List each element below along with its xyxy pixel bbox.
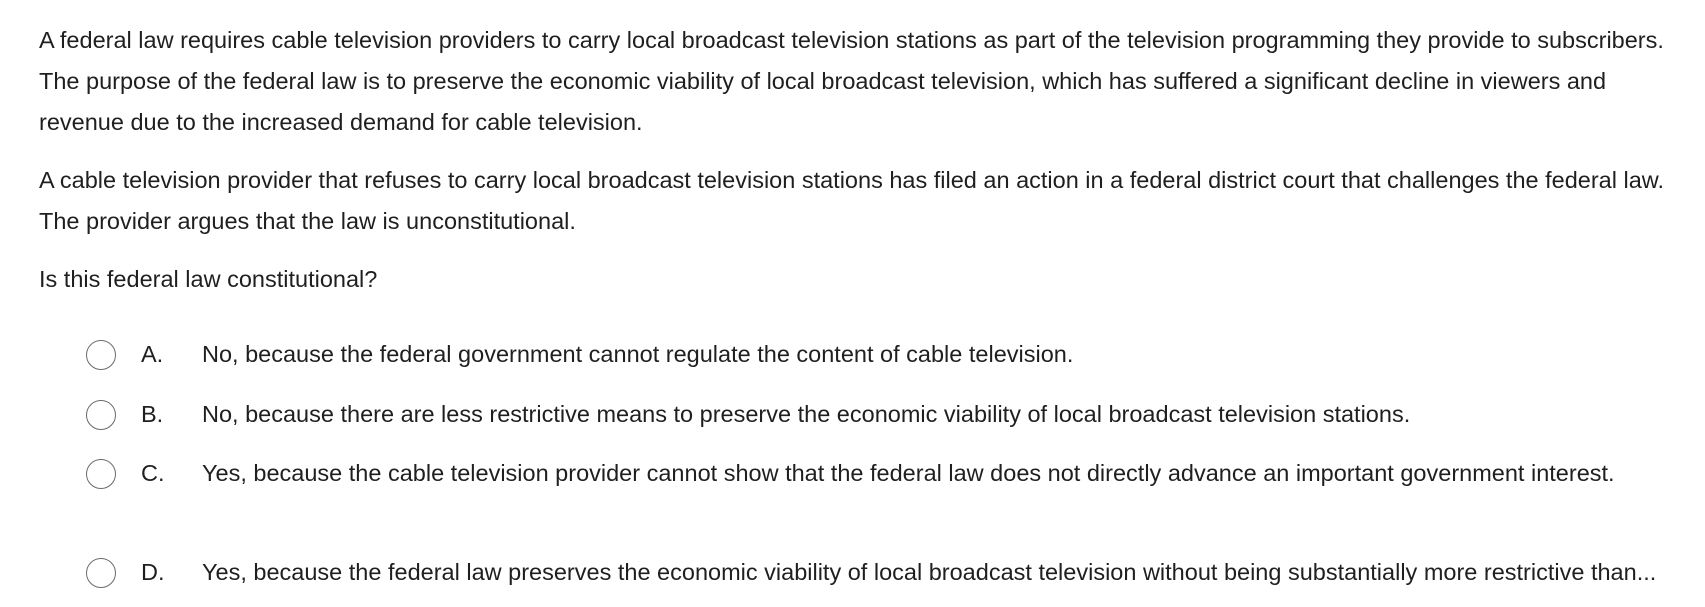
question-prompt: Is this federal law constitutional? — [39, 266, 378, 292]
radio-button-a[interactable] — [86, 340, 116, 370]
radio-button-b[interactable] — [86, 400, 116, 430]
choice-letter: B. — [141, 401, 164, 427]
radio-button-c[interactable] — [86, 459, 116, 489]
choice-letter: A. — [141, 341, 164, 367]
radio-button-d[interactable] — [86, 558, 116, 588]
choice-text: Yes, because the federal law preserves t… — [202, 559, 1657, 585]
choice-letter: C. — [141, 460, 165, 486]
choice-text: No, because there are less restrictive m… — [202, 401, 1411, 427]
choice-letter: D. — [141, 559, 165, 585]
question-paragraph-1: A federal law requires cable television … — [39, 27, 1664, 135]
question-stem: A federal law requires cable television … — [39, 20, 1689, 300]
question-paragraph-2: A cable television provider that refuses… — [39, 167, 1664, 234]
choice-text: Yes, because the cable television provid… — [202, 460, 1615, 486]
choice-text: No, because the federal government canno… — [202, 341, 1074, 367]
